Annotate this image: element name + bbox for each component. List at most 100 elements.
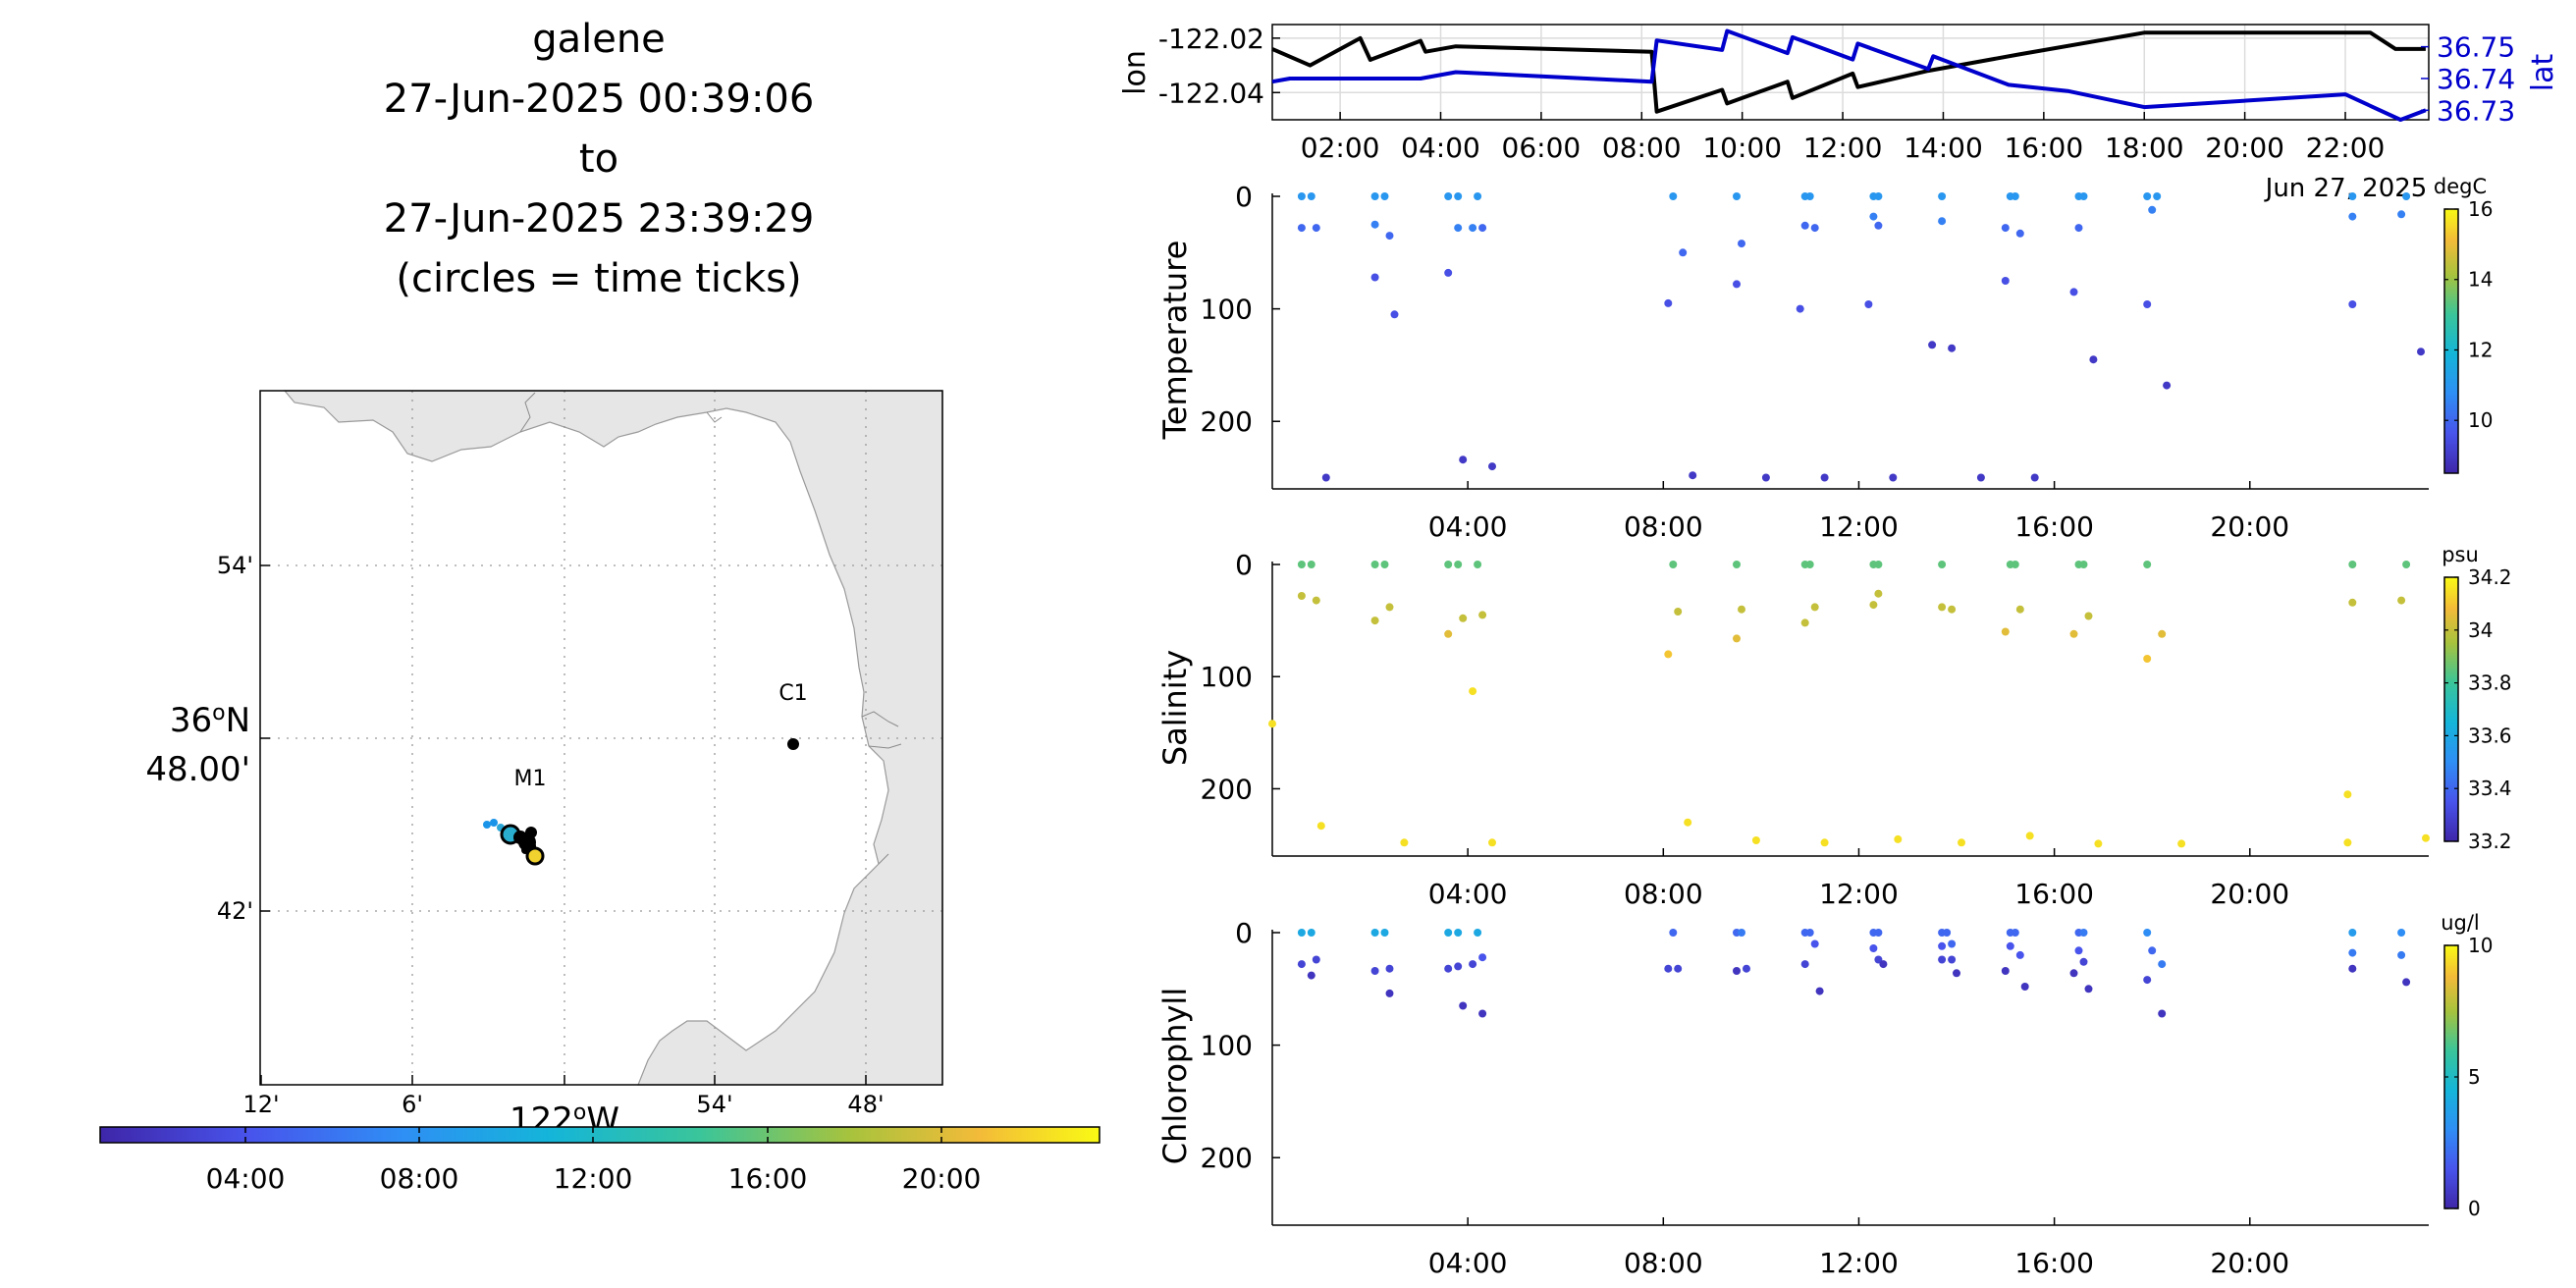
- chlorophyll-point: [1469, 960, 1477, 969]
- temperature-point: [1307, 192, 1315, 200]
- temperature-point: [1761, 473, 1770, 482]
- salinity-point: [2001, 627, 2010, 636]
- chlorophyll-point: [2402, 978, 2411, 987]
- lonlat-xtick-label: 12:00: [1803, 132, 1883, 164]
- temperature-point: [2348, 300, 2357, 308]
- chlorophyll-point: [2148, 946, 2157, 955]
- salinity-point: [1894, 834, 1903, 843]
- salinity-point: [2143, 655, 2152, 663]
- chlorophyll-point: [1953, 969, 1960, 978]
- chlorophyll-point: [2001, 967, 2010, 975]
- lonlat-series-lat: [1271, 28, 2427, 122]
- lonlat-xtick-label: 04:00: [1401, 132, 1480, 164]
- temperature-point: [1889, 473, 1898, 482]
- salinity-point: [1938, 561, 1947, 568]
- salinity-point: [1488, 838, 1496, 847]
- chlorophyll-colorbar-tick-label: 0: [2468, 1197, 2481, 1220]
- temperature-point: [1469, 224, 1477, 233]
- station-c1: C1: [778, 681, 808, 750]
- salinity-point: [1444, 629, 1453, 638]
- temperature-point: [1444, 268, 1453, 277]
- station-m1: M1: [514, 767, 547, 791]
- temperature-point: [2069, 288, 2078, 296]
- chlorophyll-point: [1810, 939, 1819, 948]
- salinity-ytick-label: 200: [1201, 773, 1253, 805]
- map-lon-tick-48: 48': [847, 1091, 884, 1118]
- coastline-land: [283, 390, 943, 1086]
- temperature-point: [1805, 192, 1814, 200]
- temperature-ytick-label: 100: [1201, 294, 1253, 326]
- salinity-point: [2079, 561, 2088, 568]
- temperature-point: [1474, 192, 1482, 200]
- chlorophyll-xtick-label: 08:00: [1624, 1247, 1703, 1279]
- temperature-colorbar-tick-label: 10: [2468, 408, 2493, 432]
- temperature-colorbar-tick-label: 16: [2468, 197, 2493, 221]
- chlorophyll-point: [2158, 960, 2167, 969]
- lonlat-xtick-label: 20:00: [2205, 132, 2284, 164]
- salinity-point: [2343, 838, 2352, 847]
- chlorophyll-xtick-label: 04:00: [1428, 1247, 1508, 1279]
- chlorophyll-point: [2074, 946, 2083, 955]
- chlorophyll-point: [1478, 1009, 1487, 1018]
- chlorophyll-point: [1297, 929, 1306, 937]
- temperature-point: [1874, 221, 1883, 230]
- temperature-colorbar: [2443, 208, 2459, 474]
- station-c1-label: C1: [778, 681, 807, 706]
- salinity-ytick-label: 100: [1201, 661, 1253, 693]
- salinity-point: [1400, 838, 1409, 847]
- chlorophyll-ytick-label: 200: [1201, 1142, 1253, 1174]
- map-panel: 54' 36oN 48.00' 42' 12' 6' 122oW 54' 48'…: [99, 390, 1100, 1195]
- salinity-point: [2343, 790, 2352, 799]
- salinity-xtick-label: 12:00: [1819, 878, 1899, 910]
- map-lat-tick-48: 48.00': [145, 750, 250, 789]
- salinity-xtick-label: 08:00: [1624, 878, 1703, 910]
- lonlat-ytick-right-label: 36.73: [2437, 94, 2515, 127]
- temperature-point: [1733, 192, 1741, 200]
- coast-rivers: [519, 392, 902, 865]
- temperature-point: [1948, 344, 1957, 352]
- lonlat-xtick-label: 14:00: [1904, 132, 1983, 164]
- salinity-colorbar-tick-label: 33.8: [2468, 671, 2512, 695]
- map-ticks: [260, 564, 867, 1085]
- temperature-point: [2402, 192, 2411, 200]
- chlorophyll-point: [1948, 939, 1957, 948]
- chlorophyll-point: [1733, 967, 1741, 975]
- chlorophyll-point: [2348, 964, 2357, 973]
- chlorophyll-ytick-label: 100: [1201, 1030, 1253, 1062]
- temperature-point: [1938, 217, 1947, 226]
- track-point: [490, 819, 498, 827]
- salinity-panel: Salinity psu 04:00 08:00 12:00 16:00 20:00 0 1…: [1156, 543, 2512, 910]
- salinity-point: [1733, 634, 1741, 643]
- chlorophyll-ytick-label: 0: [1235, 917, 1253, 949]
- chlorophyll-xtick-label: 16:00: [2014, 1247, 2094, 1279]
- salinity-point: [1316, 822, 1325, 831]
- chlorophyll-point: [2143, 929, 2152, 937]
- station-m1-label: M1: [514, 767, 547, 791]
- time-colorbar-tick: 20:00: [902, 1162, 982, 1195]
- chlorophyll-panel: Chlorophyll ug/l 04:00 08:00 12:00 16:00 20:…: [1156, 911, 2493, 1279]
- lonlat-xtick-label: 22:00: [2306, 132, 2386, 164]
- salinity-point: [1669, 561, 1678, 568]
- chlorophyll-point: [1312, 955, 1320, 964]
- chlorophyll-xtick-label: 20:00: [2210, 1247, 2289, 1279]
- chlorophyll-point: [1938, 941, 1947, 950]
- temperature-point: [1938, 192, 1947, 200]
- salinity-point: [1869, 601, 1878, 610]
- salinity-colorbar-tick-label: 33.6: [2468, 724, 2512, 747]
- temperature-point: [2143, 300, 2152, 308]
- time-colorbar-tick: 08:00: [380, 1162, 459, 1195]
- temperature-point: [1874, 192, 1883, 200]
- chlorophyll-point: [2348, 929, 2357, 937]
- chlorophyll-point: [2015, 950, 2024, 959]
- salinity-point: [1738, 605, 1745, 614]
- chlorophyll-point: [1385, 964, 1394, 973]
- salinity-colorbar-tick-label: 34.2: [2468, 565, 2512, 589]
- lonlat-ytick-left-label: -122.04: [1158, 77, 1264, 109]
- salinity-point: [1297, 561, 1306, 568]
- chlorophyll-point: [2011, 929, 2019, 937]
- chlorophyll-point: [2397, 950, 2406, 959]
- salinity-point: [1805, 561, 1814, 568]
- salinity-point: [1938, 603, 1947, 612]
- title-start-time: 27-Jun-2025 00:39:06: [383, 77, 815, 122]
- salinity-point: [2402, 561, 2411, 568]
